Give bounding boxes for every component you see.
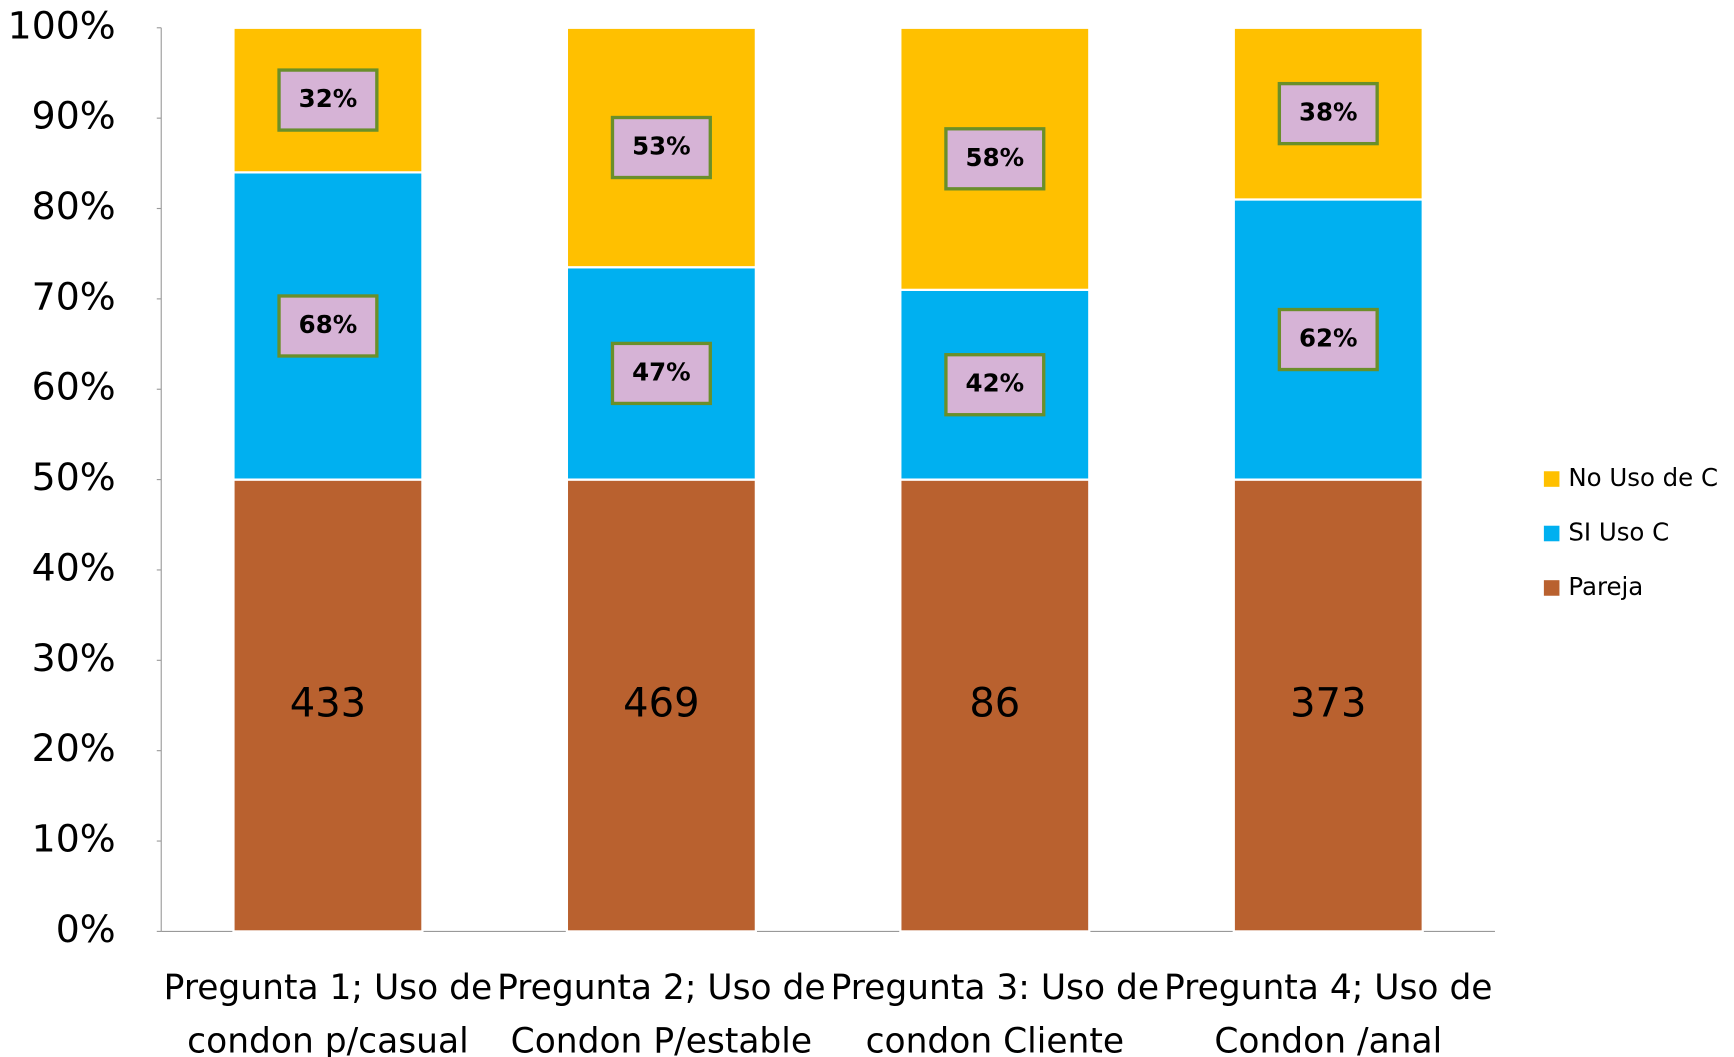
legend-label: Pareja — [1568, 572, 1643, 601]
label-box — [1277, 307, 1379, 372]
x-tick-label-line: Pregunta 3: Uso de — [831, 968, 1159, 1008]
data-label: 58% — [966, 143, 1024, 172]
bar-segment — [232, 478, 424, 933]
x-tick-label-line: Condon /anal — [1214, 1021, 1442, 1057]
bar-segment — [899, 288, 1091, 481]
y-tick-label: 10% — [32, 817, 116, 861]
y-tick-label: 50% — [32, 455, 116, 499]
bar-segment — [565, 478, 757, 933]
bar-segment — [1232, 478, 1424, 933]
data-label: 469 — [623, 681, 699, 727]
data-label: 38% — [1299, 98, 1358, 127]
data-label: 373 — [1290, 681, 1366, 727]
label-box — [610, 115, 712, 180]
legend-swatch — [1543, 471, 1560, 487]
y-tick-label: 0% — [56, 907, 116, 951]
data-label: 32% — [299, 84, 358, 113]
data-label: 68% — [299, 310, 358, 339]
x-tick-label-line: Pregunta 1; Uso de — [164, 968, 492, 1008]
data-label: 62% — [1299, 324, 1358, 353]
legend-label: No Uso de C — [1568, 463, 1718, 492]
legend-swatch — [1543, 525, 1560, 542]
x-tick-label-line: Pregunta 4; Uso de — [1164, 968, 1492, 1008]
label-box — [610, 341, 712, 406]
bar-segment — [1232, 26, 1424, 201]
legend-swatch — [1543, 580, 1560, 596]
label-box — [944, 127, 1046, 191]
x-tick-label: Pregunta 3: Uso de condon Cliente — [831, 968, 1159, 1057]
data-label: 42% — [966, 369, 1024, 398]
data-label: 47% — [632, 357, 691, 386]
x-tick-label-line: condon Cliente — [866, 1021, 1124, 1057]
x-tick-label-line: condon p/casual — [187, 1021, 468, 1057]
y-tick-label: 30% — [32, 636, 116, 680]
label-box — [277, 294, 379, 358]
data-label: 433 — [290, 681, 366, 727]
x-tick-label: Pregunta 1; Uso de condon p/casual — [164, 968, 492, 1057]
legend-label: SI Uso C — [1568, 518, 1669, 547]
x-tick-label-line: Condon P/estable — [511, 1021, 812, 1057]
x-tick-label: Pregunta 2; Uso de Condon P/estable — [497, 968, 825, 1057]
data-label: 86 — [969, 681, 1020, 727]
y-tick-label: 20% — [32, 726, 116, 770]
data-label: 53% — [632, 132, 691, 161]
x-tick-label: Pregunta 4; Uso de Condon /anal — [1164, 968, 1492, 1057]
y-tick-label: 60% — [32, 365, 116, 409]
y-tick-label: 90% — [32, 94, 116, 138]
x-tick-label-line: Pregunta 2; Uso de — [497, 968, 825, 1008]
label-box — [944, 353, 1046, 417]
y-tick-label: 70% — [32, 274, 116, 318]
y-tick-label: 40% — [32, 545, 116, 589]
label-box — [277, 68, 379, 132]
y-tick-label: 100% — [8, 3, 116, 47]
label-box — [1277, 81, 1379, 146]
y-tick-label: 80% — [32, 184, 116, 228]
